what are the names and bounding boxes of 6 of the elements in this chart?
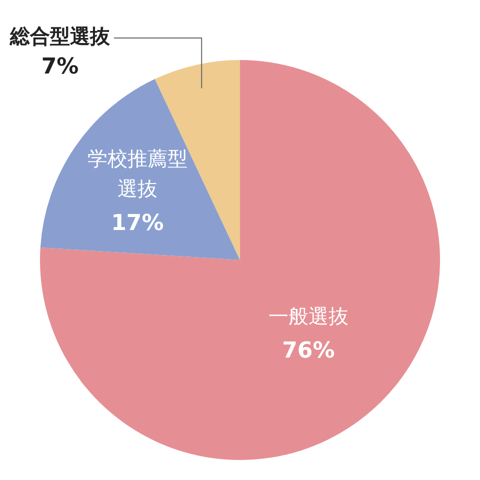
slice-label: 一般選抜 <box>268 304 348 328</box>
data-label: 7% <box>41 54 79 80</box>
data-label: 76% <box>282 338 335 364</box>
slice-label: 総合型選抜 <box>9 24 111 48</box>
slice-label: 学校推薦型選抜 <box>87 146 188 201</box>
data-label: 17% <box>111 211 164 236</box>
